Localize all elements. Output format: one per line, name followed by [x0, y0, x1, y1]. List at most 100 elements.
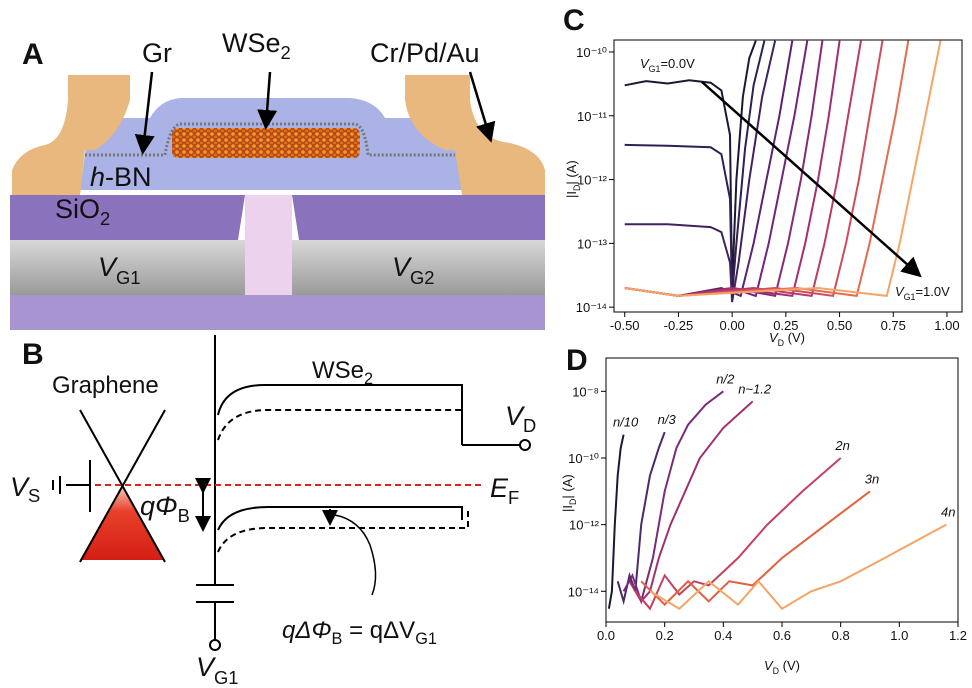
contact-right — [405, 75, 545, 195]
x-tick-label: 0.6 — [773, 628, 791, 643]
label: WSe2 — [222, 28, 291, 63]
data-line — [624, 40, 884, 298]
x-tick-label: 0.4 — [714, 628, 732, 643]
data-line — [622, 390, 724, 605]
label: h-BN — [90, 162, 152, 192]
y-axis-label-part: | (A) — [564, 160, 579, 184]
curve-label: 2n — [834, 438, 849, 453]
arrow — [134, 71, 155, 155]
label: qΦB — [140, 491, 190, 526]
sio2-layer — [10, 195, 245, 240]
valence-band — [217, 506, 463, 531]
data-line — [628, 400, 754, 604]
data-line — [624, 40, 809, 298]
y-axis-label-part: | (A) — [560, 474, 575, 498]
gate-g2 — [292, 240, 545, 295]
data-line — [640, 490, 871, 607]
y-tick-label: 10⁻¹² — [569, 518, 600, 533]
data-line — [634, 457, 842, 611]
x-axis-label-part: V — [769, 330, 779, 345]
annotation-part: V — [640, 56, 650, 71]
panel-b-labels: B Graphene WSe2 VS qΦB EF VD VG1 qΔΦB = … — [10, 338, 536, 688]
panel-letter: C — [563, 4, 585, 37]
x-tick-label: 0.00 — [719, 318, 744, 333]
data-line — [649, 523, 947, 610]
contact-left — [12, 75, 130, 195]
data-line — [624, 40, 757, 289]
annotation-part: V — [895, 284, 905, 299]
x-tick-label: 1.2 — [949, 628, 967, 643]
conduction-band-shifted — [217, 409, 465, 441]
graphene-cone — [80, 485, 165, 560]
label: VG1 — [98, 252, 141, 288]
valence-band-shifted — [217, 510, 469, 553]
x-tick-label: -0.25 — [664, 318, 694, 333]
annotation: VG1=0.0V — [640, 56, 695, 74]
annotation-part: G1 — [649, 64, 661, 74]
label: VG1 — [196, 652, 239, 688]
label: WSe2 — [312, 357, 373, 388]
data-line — [624, 40, 777, 303]
annotation: VG1=1.0V — [895, 284, 950, 302]
arrow — [257, 71, 278, 130]
panel-letter: D — [566, 344, 588, 377]
panel-b — [52, 335, 531, 651]
substrate — [10, 292, 545, 330]
panel-a: A Gr WSe2 Cr/Pd/Au h-BN SiO2 VG1 VG2 — [10, 28, 545, 330]
y-tick-label: 10⁻¹² — [577, 173, 608, 188]
gate-g1 — [10, 240, 245, 295]
x-tick-label: 0.0 — [597, 628, 615, 643]
data-line — [616, 431, 666, 606]
y-tick-label: 10⁻¹⁰ — [576, 45, 607, 60]
terminal — [519, 439, 531, 451]
y-axis-label-part: D — [572, 185, 582, 191]
x-axis-label-part: D — [778, 338, 784, 348]
x-tick-label: -0.50 — [610, 318, 640, 333]
y-tick-label: 10⁻¹¹ — [577, 109, 608, 124]
curve-label: n/10 — [613, 415, 639, 430]
plot-frame — [613, 39, 963, 313]
x-axis-label-part: D — [773, 666, 779, 676]
label: VG2 — [392, 252, 435, 288]
curve-label: 3n — [865, 471, 879, 486]
dirac-line — [79, 409, 166, 563]
x-tick-label: 1.0 — [890, 628, 908, 643]
annotation-part: =0.0V — [660, 56, 695, 71]
x-tick-label: 0.8 — [832, 628, 850, 643]
label: Gr — [142, 38, 172, 68]
label: SiO2 — [55, 194, 110, 229]
panel-letter: A — [22, 38, 44, 71]
x-axis-label: VD (V) — [769, 330, 805, 348]
x-axis-label-part: V — [764, 658, 774, 673]
y-tick-label: 10⁻¹⁴ — [568, 584, 599, 599]
y-axis-label: |ID| (A) — [560, 474, 578, 512]
x-tick-label: 1.00 — [934, 318, 959, 333]
plot-frame — [605, 357, 959, 623]
label: Cr/Pd/Au — [370, 38, 480, 68]
y-axis-label: |ID| (A) — [564, 160, 582, 198]
label: Graphene — [52, 372, 159, 399]
curve-label: n~1.2 — [738, 381, 772, 396]
y-axis-label-part: |I — [564, 191, 579, 198]
label: qΔΦB = qΔVG1 — [282, 617, 437, 648]
data-line — [607, 434, 625, 609]
x-tick-label: 0.2 — [656, 628, 674, 643]
wse2-flake — [172, 128, 360, 158]
y-axis-label-part: D — [568, 499, 578, 505]
y-tick-label: 10⁻¹⁰ — [568, 451, 599, 466]
y-tick-label: 10⁻¹³ — [577, 236, 608, 251]
x-axis-label-part: (V) — [784, 330, 805, 345]
gate-gap — [245, 195, 292, 295]
x-tick-label: 0.75 — [881, 318, 906, 333]
annotation-part: =1.0V — [915, 284, 950, 299]
label: VS — [10, 472, 40, 506]
y-tick-label: 10⁻⁸ — [572, 384, 599, 399]
arrow — [701, 81, 922, 278]
y-axis-label-part: |I — [560, 505, 575, 512]
data-line — [624, 40, 942, 297]
x-tick-label: 0.50 — [827, 318, 852, 333]
sio2-layer — [292, 195, 545, 240]
arrow — [468, 71, 496, 143]
y-tick-label: 10⁻¹⁴ — [576, 300, 607, 315]
